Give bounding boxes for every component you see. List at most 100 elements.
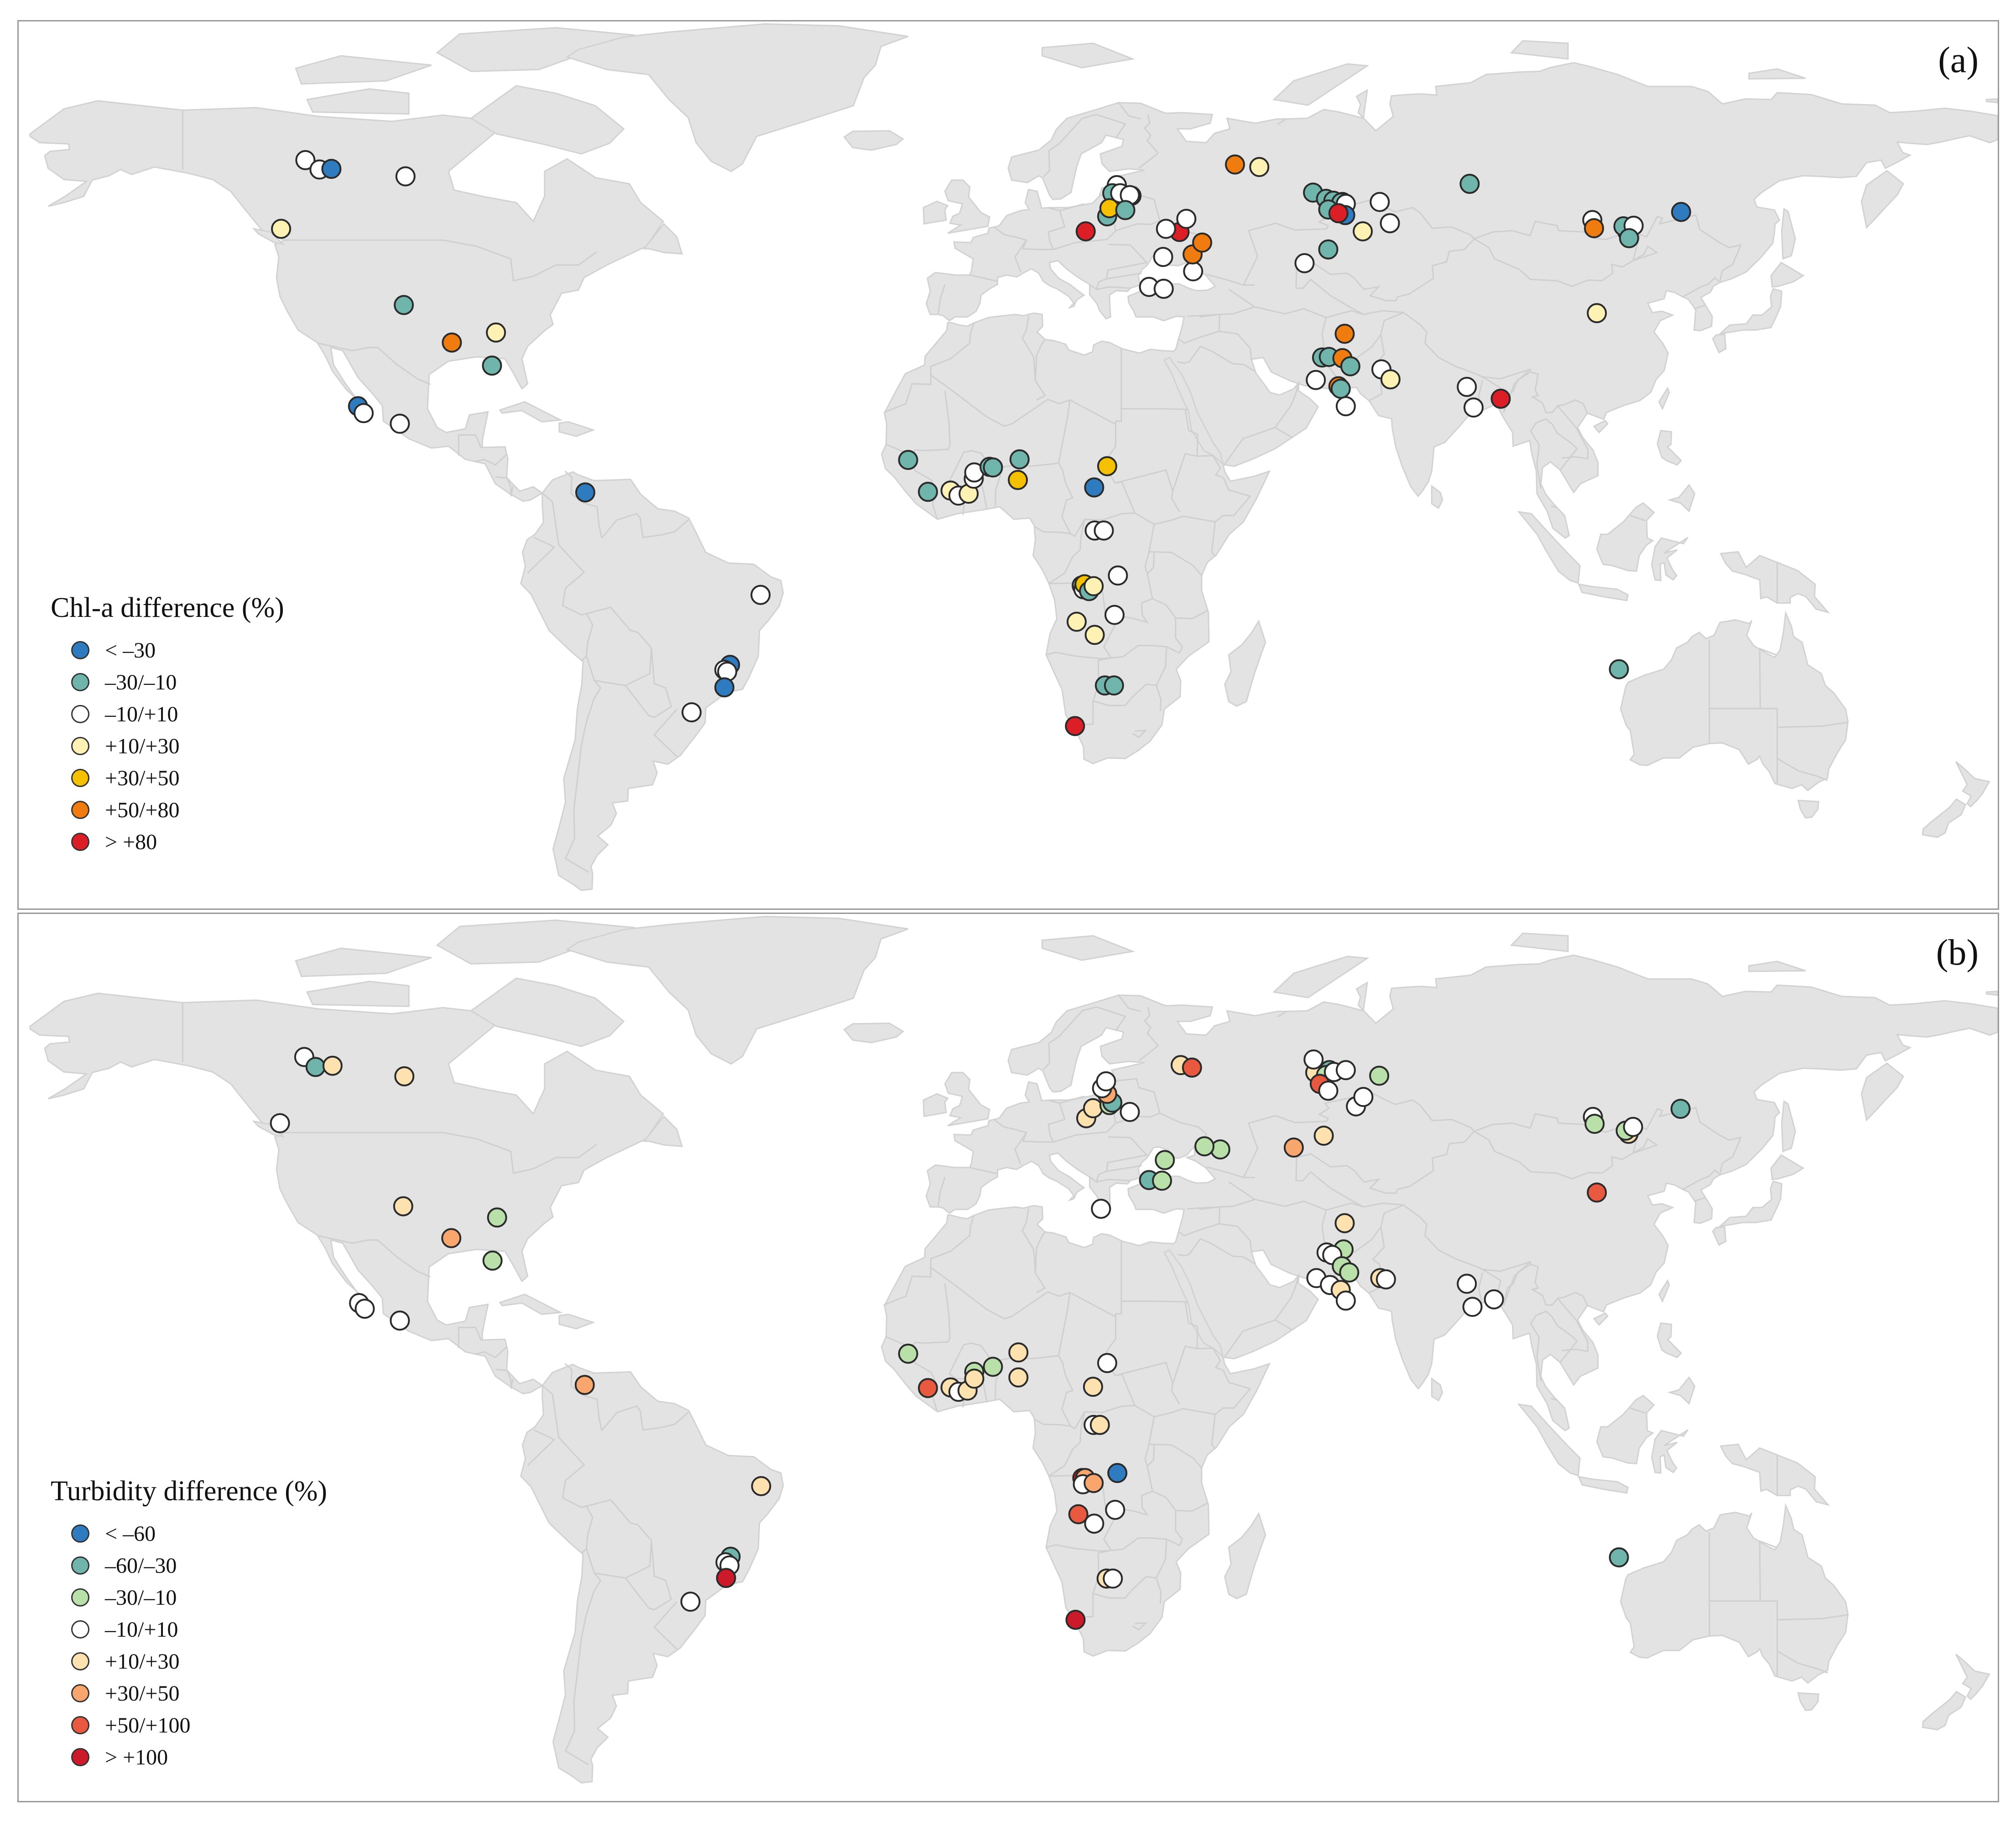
country-border (1099, 1078, 1161, 1124)
site-marker (1328, 203, 1349, 224)
country-border (1682, 1169, 1719, 1190)
sakhalin (1781, 208, 1796, 260)
hispaniola (558, 421, 595, 437)
country-border (1474, 234, 1658, 287)
country-border (581, 1548, 587, 1554)
site-marker (1065, 716, 1085, 736)
country-border (1178, 313, 1221, 344)
site-marker (716, 1568, 736, 1588)
country-border (1200, 1238, 1244, 1258)
country-border (1214, 1369, 1252, 1415)
map-panel-a: (a) Chl-a difference (%) < –30 –30/–10 –10… (17, 20, 1999, 910)
hokkaido (1770, 261, 1805, 288)
new-zealand-north (1955, 1654, 1990, 1700)
country-border (937, 1176, 946, 1206)
new-zealand-south (1922, 798, 1967, 838)
tasmania (1797, 799, 1819, 819)
great-britain (944, 1072, 990, 1127)
legend-swatch (71, 641, 89, 659)
hokkaido (1770, 1154, 1805, 1180)
country-border (1034, 526, 1071, 535)
country-border (1149, 551, 1203, 576)
country-border (1021, 315, 1046, 401)
country-border (1096, 286, 1130, 290)
site-marker (271, 219, 292, 239)
site-marker (1353, 1087, 1374, 1107)
site-marker (1294, 253, 1315, 273)
site-marker (1335, 396, 1356, 417)
country-border (1274, 382, 1300, 438)
country-border (1171, 1301, 1198, 1405)
site-marker (1153, 247, 1173, 267)
greenland (565, 915, 909, 1065)
site-marker (1318, 239, 1339, 260)
country-border (1177, 1238, 1201, 1257)
country-border (1034, 1419, 1071, 1427)
legend-swatch (71, 1524, 89, 1543)
country-border (1776, 758, 1828, 781)
tasmania (1797, 1692, 1819, 1712)
country-border (527, 1429, 556, 1466)
legend-label: > +80 (105, 830, 157, 854)
site-marker (918, 1378, 938, 1399)
sulawesi (1651, 537, 1689, 581)
country-border (1057, 400, 1135, 538)
country-border (1557, 1297, 1589, 1352)
country-border (995, 1355, 1059, 1399)
country-border (1474, 1106, 1742, 1175)
kyushu (1712, 334, 1727, 354)
legend-label: –60/–30 (105, 1553, 177, 1578)
site-marker (1283, 1138, 1304, 1158)
country-border (1149, 1443, 1203, 1469)
country-border (284, 239, 597, 282)
country-border (458, 434, 482, 456)
country-border (969, 1167, 998, 1174)
country-border (1545, 1310, 1578, 1363)
site-marker (964, 1368, 985, 1389)
legend-swatch (71, 1748, 89, 1766)
country-border (1096, 1006, 1126, 1031)
site-marker (322, 1055, 343, 1076)
baffin-island (469, 85, 625, 155)
site-marker (1176, 209, 1197, 229)
new-guinea (1719, 551, 1830, 614)
legend-item: +30/+50 (51, 762, 284, 794)
north-america-landmass (29, 992, 664, 1394)
country-border (1048, 1411, 1085, 1477)
honshu (1718, 288, 1783, 335)
country-border (1224, 427, 1276, 465)
site-marker (574, 1375, 595, 1395)
site-marker (1339, 1262, 1360, 1283)
country-border (585, 1499, 652, 1579)
site-marker (1303, 1049, 1324, 1070)
country-border (1243, 1091, 1475, 1178)
site-marker (1609, 659, 1629, 679)
newfoundland (642, 1115, 683, 1147)
site-marker (482, 355, 502, 376)
madagascar (1224, 619, 1266, 707)
site-marker (1457, 376, 1477, 397)
country-border (1146, 1445, 1155, 1467)
country-border (1277, 1011, 1287, 1018)
country-border (1557, 405, 1589, 460)
country-border (1478, 1267, 1502, 1297)
country-border (994, 209, 1117, 250)
country-border (542, 1385, 594, 1554)
site-marker (1457, 1273, 1477, 1294)
legend-item: +10/+30 (51, 730, 284, 762)
country-border (937, 284, 946, 314)
site-marker (1103, 1568, 1123, 1589)
country-border (1093, 683, 1156, 706)
site-marker (394, 295, 414, 315)
country-border (1120, 349, 1189, 410)
legend-item: –10/+10 (51, 698, 284, 730)
country-border (1047, 1099, 1066, 1143)
new-siberian-islands (1748, 68, 1806, 80)
site-marker (1330, 379, 1351, 399)
country-border (1326, 1202, 1404, 1211)
legend-item: –30/–10 (51, 666, 284, 698)
victoria-island (306, 981, 410, 1007)
site-marker (1370, 192, 1390, 212)
country-border (1178, 1206, 1221, 1237)
great-britain (944, 179, 990, 234)
